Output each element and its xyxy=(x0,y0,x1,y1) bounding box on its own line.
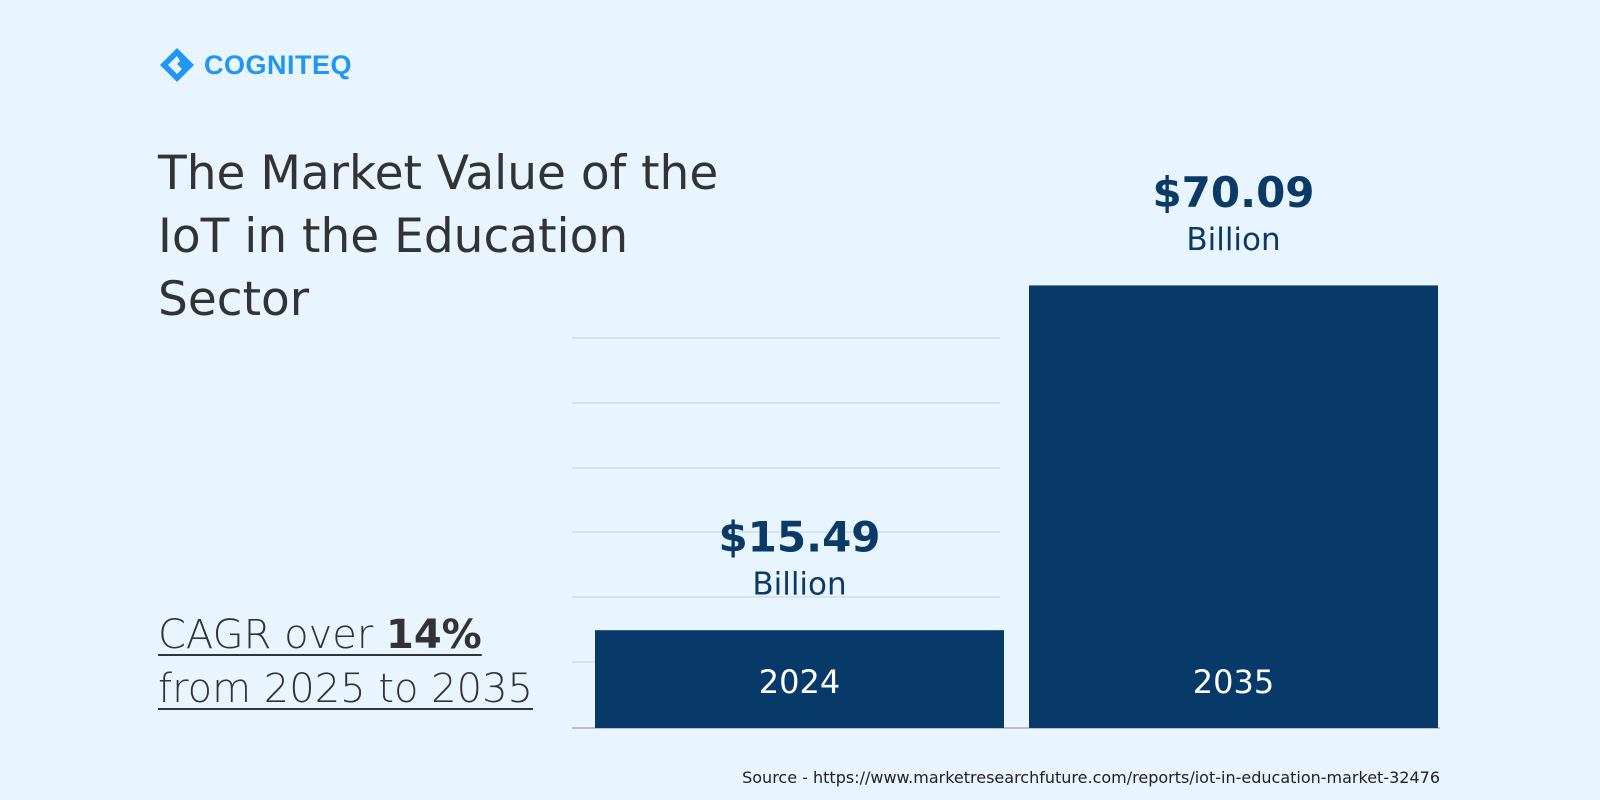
source: Source - https://www.marketresearchfutur… xyxy=(742,768,1440,787)
value-unit: Billion xyxy=(1186,222,1280,258)
annotation-text: from 2025 to 2035 xyxy=(158,666,533,712)
logo: COGNITEQ xyxy=(158,46,352,84)
x-tick-label: 2035 xyxy=(1193,663,1274,701)
value-label: $70.09 xyxy=(1152,168,1314,217)
brand: COGNITEQ xyxy=(204,49,353,80)
bar xyxy=(1029,285,1438,728)
value-unit: Billion xyxy=(752,567,846,603)
annotation-text: CAGR over xyxy=(158,612,374,658)
logo-icon xyxy=(160,48,194,82)
bar xyxy=(595,630,1004,728)
annotation-highlight: 14% xyxy=(386,612,482,658)
chart-title: The Market Value of the IoT in the Educa… xyxy=(158,146,719,327)
annotation: CAGR over 14% from 2025 to 2035 xyxy=(158,608,533,716)
x-tick-label: 2024 xyxy=(759,663,840,701)
value-label: $15.49 xyxy=(718,513,880,562)
